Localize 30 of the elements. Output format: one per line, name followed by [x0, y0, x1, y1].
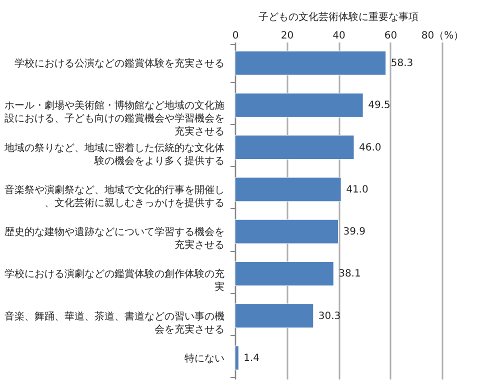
- y-tick-label: 学校における演劇などの鑑賞体験の創作体験の充実: [4, 268, 224, 294]
- x-tick-label: 60: [384, 30, 398, 42]
- bar: [234, 135, 354, 160]
- data-label: 38.1: [338, 268, 361, 280]
- bar: [234, 92, 364, 118]
- bar: [234, 177, 342, 202]
- chart-title: 子どもの文化芸術体験に重要な事項: [258, 11, 418, 23]
- data-label: 46.0: [359, 142, 382, 154]
- y-tick-label: 特にない: [184, 352, 224, 364]
- x-tick-label: 0: [232, 30, 239, 42]
- y-tick-label: 地域の祭りなど、地域に密着した伝統的な文化体験の機会をより多く提供する: [4, 142, 224, 167]
- bar: [234, 304, 314, 328]
- data-label: 39.9: [343, 226, 366, 238]
- bar: [234, 219, 338, 244]
- y-tick-label: 歴史的な建物や遺跡などについて学習する機会を充実させる: [4, 226, 224, 252]
- y-tick-label: 学校における公演などの鑑賞体験を充実させる: [14, 58, 224, 70]
- x-tick-label: 20: [280, 30, 294, 42]
- y-tick-label: ホール・劇場や美術館・博物館など地域の文化施設における、子ども向けの鑑賞機会や学習機会を充実させる: [4, 100, 224, 138]
- y-tick-label: 音楽、舞踊、華道、茶道、書道などの習い事の機会を充実させる: [4, 310, 224, 336]
- data-label: 49.5: [368, 100, 390, 112]
- data-label: 1.4: [244, 352, 260, 364]
- x-tick-label: 80（%）: [421, 30, 464, 42]
- bar: [234, 261, 334, 286]
- data-label: 58.3: [390, 58, 414, 70]
- bar: [234, 50, 386, 76]
- bar: [234, 346, 239, 370]
- data-label: 41.0: [346, 184, 368, 196]
- data-label: 30.3: [318, 310, 341, 322]
- x-tick-label: 40: [332, 30, 346, 42]
- y-tick-label: 音楽祭や演劇祭など、地域で文化的行事を開催し、文化芸術に親しむきっかけを提供する: [4, 184, 224, 209]
